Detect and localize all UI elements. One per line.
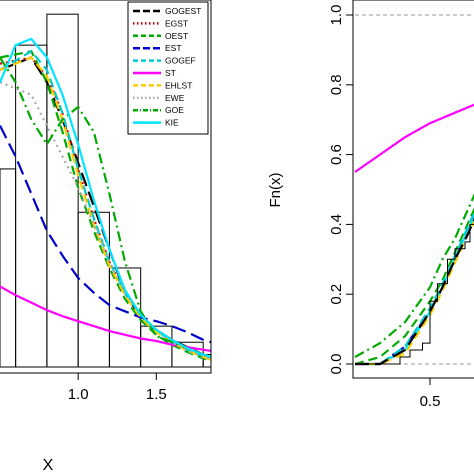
empirical-cdf-step [355, 223, 474, 365]
reference-lines [355, 14, 474, 365]
density-curve-est [0, 125, 212, 344]
density-x-axis: 1.0 1.5 [68, 373, 167, 403]
density-curve-ewe [0, 81, 212, 361]
density-curves [0, 37, 212, 362]
legend-label: GOE [165, 105, 184, 115]
histogram-bar [108, 267, 142, 368]
y-tick-label: 0.0 [328, 354, 345, 375]
cdf-curve-gogef [355, 210, 474, 366]
histogram-bar [0, 168, 17, 368]
cdf-curve-goe [354, 193, 474, 358]
legend-label: KIE [165, 118, 179, 128]
legend: GOGEST EGST OEST EST GOGEF ST EHLST EWE GOE KIE [127, 1, 209, 135]
x-tick-label: 1.5 [146, 386, 167, 403]
density-panel: 1.0 1.5 X GOGEST EGST OEST EST GOGEF ST EHLST EW… [0, 0, 212, 474]
legend-label: OEST [165, 31, 188, 41]
legend-label: GOGEF [165, 56, 196, 66]
y-tick-label: 1.0 [328, 5, 345, 26]
cdf-curve-gogest [355, 217, 474, 366]
density-curve-st [0, 285, 212, 352]
histogram-bar [46, 13, 79, 368]
density-curve-ehlst [0, 56, 212, 361]
cdf-panel: 0.0 0.2 0.4 0.6 0.8 1.0 0.5 Fn(x) [267, 0, 474, 410]
density-plot-frame [0, 0, 212, 374]
cdf-curve-kie [355, 216, 474, 366]
cdf-plot-frame [352, 0, 474, 379]
legend-label: EWE [165, 93, 185, 103]
legend-label: GOGEST [165, 6, 201, 16]
cdf-y-axis-label: Fn(x) [267, 173, 284, 208]
y-tick-label: 0.4 [328, 214, 345, 235]
density-curve-kie [0, 37, 212, 359]
cdf-y-axis: 0.0 0.2 0.4 0.6 0.8 1.0 [328, 5, 353, 375]
cdf-curve-st [354, 103, 474, 173]
x-tick-label: 0.5 [420, 393, 441, 410]
density-curve-oest [0, 50, 212, 362]
cdf-curve-est [355, 214, 474, 366]
cdf-curve-oest [354, 207, 474, 366]
cdf-curves [354, 103, 474, 366]
legend-label: ST [165, 68, 176, 78]
density-x-axis-label: X [43, 457, 54, 474]
legend-label: EHLST [165, 80, 192, 90]
y-tick-label: 0.6 [328, 144, 345, 165]
y-tick-label: 0.2 [328, 284, 345, 305]
legend-label: EGST [165, 18, 188, 28]
cdf-x-axis: 0.5 [420, 378, 441, 410]
y-tick-label: 0.8 [328, 74, 345, 95]
legend-label: EST [165, 43, 182, 53]
x-tick-label: 1.0 [68, 386, 89, 403]
